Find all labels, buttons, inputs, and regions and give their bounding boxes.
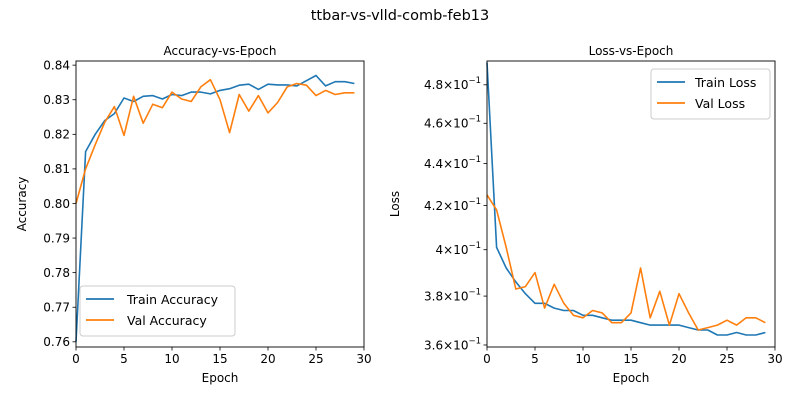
loss-y-tick-label: 4.2×10−1 xyxy=(424,197,481,213)
accuracy-x-tick-label: 30 xyxy=(356,352,371,366)
accuracy-x-tick-label: 0 xyxy=(72,352,80,366)
accuracy-y-tick-label: 0.78 xyxy=(43,266,70,280)
accuracy-legend-box xyxy=(79,285,236,337)
series-line-train-accuracy xyxy=(75,74,355,342)
loss-y-tick-label: 3.8×10−1 xyxy=(424,287,481,303)
legend-label-val-loss: Val Loss xyxy=(695,96,745,111)
loss-x-tick-label: 0 xyxy=(483,352,491,366)
loss-axes-frame xyxy=(486,60,776,348)
loss-x-tick-label: 25 xyxy=(719,352,734,366)
accuracy-x-axis-label: Epoch xyxy=(202,371,239,385)
accuracy-y-tick-label: 0.79 xyxy=(43,231,70,245)
loss-axis-ticks: 0 5 10 15 20 25 30 3.6×10−1 3.8×10−1 4×10−1 4.2×10… xyxy=(424,76,783,366)
series-line-val-accuracy xyxy=(75,78,355,204)
loss-x-tick-label: 30 xyxy=(767,352,782,366)
accuracy-chart: Accuracy-vs-Epoch Epoch Accuracy 0 5 10 15 2… xyxy=(15,44,372,385)
accuracy-chart-title: Accuracy-vs-Epoch xyxy=(163,44,276,58)
loss-x-axis-label: Epoch xyxy=(613,371,650,385)
accuracy-axes-frame xyxy=(75,60,365,348)
series-line-val-loss xyxy=(486,194,766,331)
loss-x-tick-label: 15 xyxy=(623,352,638,366)
loss-chart-title: Loss-vs-Epoch xyxy=(589,44,674,58)
accuracy-x-tick-label: 10 xyxy=(164,352,179,366)
loss-y-tick-label: 4.4×10−1 xyxy=(424,155,481,171)
accuracy-x-tick-label: 20 xyxy=(260,352,275,366)
accuracy-y-tick-label: 0.82 xyxy=(43,128,70,142)
accuracy-y-tick-label: 0.80 xyxy=(43,197,70,211)
accuracy-x-tick-label: 5 xyxy=(120,352,128,366)
loss-y-axis-label: Loss xyxy=(388,191,402,217)
loss-plot-area xyxy=(486,62,766,336)
loss-y-tick-label: 4.6×10−1 xyxy=(424,115,481,131)
loss-y-tick-label: 3.6×10−1 xyxy=(424,336,481,352)
accuracy-y-tick-label: 0.84 xyxy=(43,58,70,72)
loss-y-tick-label: 4.8×10−1 xyxy=(424,76,481,92)
series-line-train-loss xyxy=(486,62,766,336)
accuracy-y-tick-label: 0.81 xyxy=(43,162,70,176)
accuracy-axis-ticks: 0 5 10 15 20 25 30 0.76 0.77 0.78 0.79 0.80 0.81 0.82… xyxy=(43,58,371,366)
loss-y-tick-label: 4×10−1 xyxy=(436,241,482,257)
loss-legend: Train Loss Val Loss xyxy=(650,68,771,120)
accuracy-y-axis-label: Accuracy xyxy=(15,177,29,232)
accuracy-legend: Train Accuracy Val Accuracy xyxy=(79,285,236,337)
legend-label-train-accuracy: Train Accuracy xyxy=(126,292,219,307)
legend-label-val-accuracy: Val Accuracy xyxy=(127,313,207,328)
accuracy-y-tick-label: 0.76 xyxy=(43,335,70,349)
legend-label-train-loss: Train Loss xyxy=(694,75,756,90)
accuracy-x-tick-label: 25 xyxy=(308,352,323,366)
figure-title: ttbar-vs-vlld-comb-feb13 xyxy=(311,8,489,24)
accuracy-x-tick-label: 15 xyxy=(212,352,227,366)
accuracy-y-tick-label: 0.77 xyxy=(43,301,70,315)
loss-x-tick-label: 20 xyxy=(671,352,686,366)
loss-x-tick-label: 10 xyxy=(575,352,590,366)
loss-chart: Loss-vs-Epoch Epoch Loss 0 5 10 15 20 25 30 3.6… xyxy=(388,44,783,385)
accuracy-plot-area xyxy=(75,74,355,342)
accuracy-y-tick-label: 0.83 xyxy=(43,93,70,107)
loss-x-tick-label: 5 xyxy=(531,352,539,366)
